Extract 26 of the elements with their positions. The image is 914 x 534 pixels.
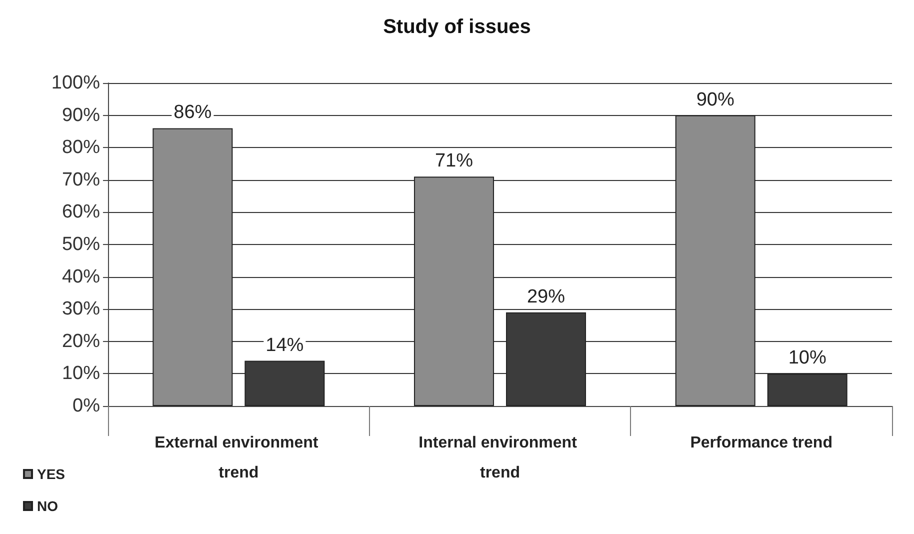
bar xyxy=(152,128,233,406)
y-tick-label: 10% xyxy=(62,363,100,384)
data-label: 29% xyxy=(526,286,566,308)
legend-label: NO xyxy=(37,498,58,514)
y-tick-label: 50% xyxy=(62,234,100,255)
y-tick-label: 60% xyxy=(62,202,100,223)
data-label: 14% xyxy=(266,334,304,356)
y-tick-label: 20% xyxy=(62,330,100,352)
data-label: 71% xyxy=(434,150,474,172)
data-label: 90% xyxy=(696,89,734,110)
y-tick-label: 70% xyxy=(62,169,100,190)
data-label: 86% xyxy=(174,102,212,124)
y-tick-label: 30% xyxy=(62,298,100,320)
bar xyxy=(675,115,756,406)
data-label: 10% xyxy=(788,348,826,369)
chart-title: Study of issues xyxy=(383,16,531,38)
x-tick-label: External environment trend xyxy=(154,434,323,482)
bar xyxy=(414,176,494,406)
y-tick-label: 100% xyxy=(51,72,100,94)
y-tick-label: 40% xyxy=(62,266,100,288)
x-tick-label: Performance trend xyxy=(690,434,832,452)
y-tick-label: 90% xyxy=(62,104,100,126)
x-tick-label: Internal environment trend xyxy=(418,434,582,482)
legend-label: YES xyxy=(37,466,66,482)
y-tick-label: 0% xyxy=(72,396,100,416)
y-tick-label: 80% xyxy=(62,137,100,158)
